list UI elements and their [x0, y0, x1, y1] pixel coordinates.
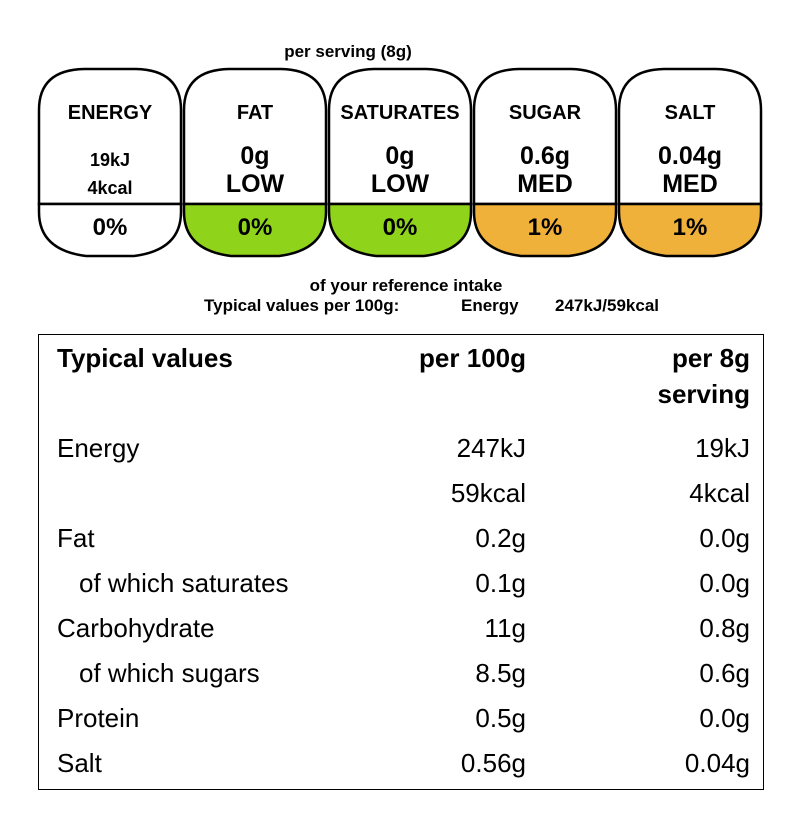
badge-energy-shape: [37, 67, 183, 258]
badge-level: LOW: [370, 170, 430, 198]
header-per-serving-line2: serving: [657, 379, 751, 409]
row-name: Carbohydrate: [57, 613, 215, 643]
header-per-100g: per 100g: [419, 343, 526, 373]
badge-percent: 0%: [382, 214, 418, 241]
row-per-serving: 0.04g: [684, 748, 750, 778]
row-per-serving: 0.0g: [699, 523, 750, 553]
row-per-serving: 0.0g: [699, 568, 750, 598]
badge-level: MED: [517, 170, 573, 198]
row-per-serving: 19kJ: [695, 433, 750, 463]
row-per-serving: 0.8g: [699, 613, 750, 643]
badge-value: 0g: [385, 142, 415, 170]
row-per-100g: 0.56g: [460, 748, 526, 778]
badge-percent: 0%: [92, 214, 128, 241]
badge-value: 19kJ: [89, 150, 131, 170]
badge-fat: FAT 0g LOW 0%: [181, 66, 329, 276]
badge-sugar: SUGAR 0.6g MED 1%: [471, 66, 619, 276]
badge-fat-shape: [182, 67, 328, 258]
row-per-100g: 0.2g: [475, 523, 526, 553]
row-per-serving: 4kcal: [689, 478, 750, 508]
badge-name: FAT: [236, 102, 274, 124]
badge-level: MED: [662, 170, 718, 198]
per-serving-caption: per serving (8g): [284, 42, 412, 61]
badge-saturates: SATURATES 0g LOW 0%: [326, 66, 474, 276]
row-per-100g: 247kJ: [456, 433, 526, 463]
row-name: Fat: [57, 523, 95, 553]
row-name: of which saturates: [79, 568, 289, 598]
row-per-100g: 0.1g: [475, 568, 526, 598]
row-name: Salt: [57, 748, 102, 778]
badge-level: LOW: [225, 170, 285, 198]
badge-energy: ENERGY 19kJ 4kcal 0%: [36, 66, 184, 276]
badge-value: 0.6g: [519, 142, 571, 170]
badge-percent: 1%: [672, 214, 708, 241]
badge-value-secondary: 4kcal: [87, 178, 133, 198]
badge-saturates-shape: [327, 67, 473, 258]
badge-value: 0.04g: [658, 142, 722, 170]
badge-salt-shape: [617, 67, 763, 258]
badge-percent: 1%: [527, 214, 563, 241]
typical-values-nutrient: Energy: [461, 296, 519, 315]
row-name: Energy: [57, 433, 140, 463]
badge-salt: SALT 0.04g MED 1%: [616, 66, 764, 276]
header-per-serving: per 8g: [671, 343, 750, 373]
row-name: of which sugars: [79, 658, 260, 688]
row-per-serving: 0.0g: [699, 703, 750, 733]
row-per-100g: 59kcal: [450, 478, 526, 508]
row-per-serving: 0.6g: [699, 658, 750, 688]
badge-percent: 0%: [237, 214, 273, 241]
row-name: Protein: [57, 703, 140, 733]
badge-name: ENERGY: [67, 102, 153, 124]
row-per-100g: 8.5g: [475, 658, 526, 688]
header-typical-values: Typical values: [57, 343, 233, 373]
badge-name: SATURATES: [340, 102, 460, 124]
traffic-light-badges: ENERGY 19kJ 4kcal 0% FAT 0g LOW 0% SATUR…: [36, 66, 764, 276]
typical-values-prefix: Typical values per 100g:: [204, 296, 400, 315]
badge-sugar-shape: [472, 67, 618, 258]
nutrition-table: Typical values per 100g per 8g serving E…: [38, 334, 764, 790]
badge-value: 0g: [240, 142, 270, 170]
typical-values-amount: 247kJ/59kcal: [555, 296, 659, 315]
badge-name: SUGAR: [508, 102, 582, 124]
row-per-100g: 11g: [484, 613, 526, 643]
reference-intake-caption: of your reference intake: [309, 276, 503, 295]
badge-name: SALT: [664, 102, 716, 124]
row-per-100g: 0.5g: [475, 703, 526, 733]
